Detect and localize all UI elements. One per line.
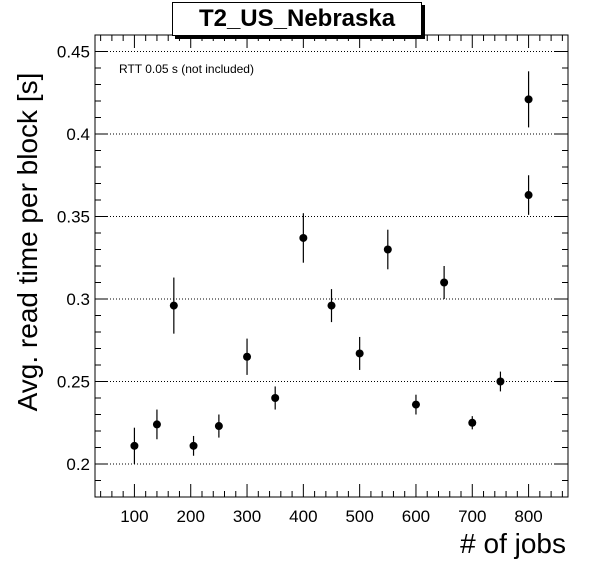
point-marker	[327, 301, 336, 310]
point-marker	[299, 233, 308, 242]
data-point	[299, 213, 308, 263]
x-tick-label: 800	[514, 507, 542, 526]
point-marker	[130, 441, 139, 450]
point-marker	[214, 422, 223, 431]
point-marker	[169, 301, 178, 310]
data-point	[189, 435, 198, 456]
point-marker	[524, 95, 533, 104]
point-marker	[496, 377, 505, 386]
data-point	[468, 416, 477, 430]
point-marker	[468, 418, 477, 427]
data-point	[214, 414, 223, 438]
data-point	[440, 266, 449, 299]
x-axis-ticks: 100 200 300 400 500 600 700 800	[120, 35, 543, 526]
data-point	[271, 386, 280, 410]
grid-lines	[95, 51, 568, 465]
point-marker	[355, 349, 364, 358]
y-tick-label: 0.45	[57, 43, 90, 62]
minor-ticks	[95, 34, 568, 497]
point-marker	[411, 400, 420, 409]
data-point	[355, 336, 364, 370]
data-point	[411, 394, 420, 415]
point-marker	[524, 191, 533, 200]
plot-frame	[94, 34, 569, 498]
annotation-text: RTT 0.05 s (not included)	[119, 62, 254, 76]
data-point	[524, 71, 533, 128]
y-axis-ticks: 0.2 0.25 0.3 0.35 0.4 0.45	[57, 43, 568, 474]
x-tick-label: 300	[233, 507, 261, 526]
data-point	[383, 229, 392, 270]
x-tick-label: 600	[402, 507, 430, 526]
x-tick-label: 700	[458, 507, 486, 526]
data-point	[130, 427, 139, 464]
x-axis-label: # of jobs	[460, 528, 566, 559]
data-point	[169, 277, 178, 334]
x-tick-label: 500	[345, 507, 373, 526]
x-tick-label: 400	[289, 507, 317, 526]
point-marker	[243, 352, 252, 361]
data-point	[496, 371, 505, 392]
data-point	[327, 289, 336, 323]
data-point	[152, 409, 161, 440]
y-tick-label: 0.4	[66, 125, 90, 144]
point-marker	[152, 420, 161, 429]
chart-title-box: T2_US_Nebraska	[172, 2, 422, 36]
y-axis-label: Avg. read time per block [s]	[12, 72, 43, 412]
x-tick-label: 200	[177, 507, 205, 526]
y-tick-label: 0.3	[66, 290, 90, 309]
data-point	[524, 175, 533, 215]
point-marker	[189, 441, 198, 450]
data-point	[243, 338, 252, 375]
y-tick-label: 0.35	[57, 208, 90, 227]
y-tick-label: 0.2	[66, 455, 90, 474]
y-tick-label: 0.25	[57, 373, 90, 392]
point-marker	[440, 278, 449, 287]
data-points	[130, 71, 533, 464]
point-marker	[383, 245, 392, 254]
point-marker	[271, 394, 280, 402]
x-tick-label: 100	[120, 507, 148, 526]
chart-title: T2_US_Nebraska	[198, 5, 396, 32]
